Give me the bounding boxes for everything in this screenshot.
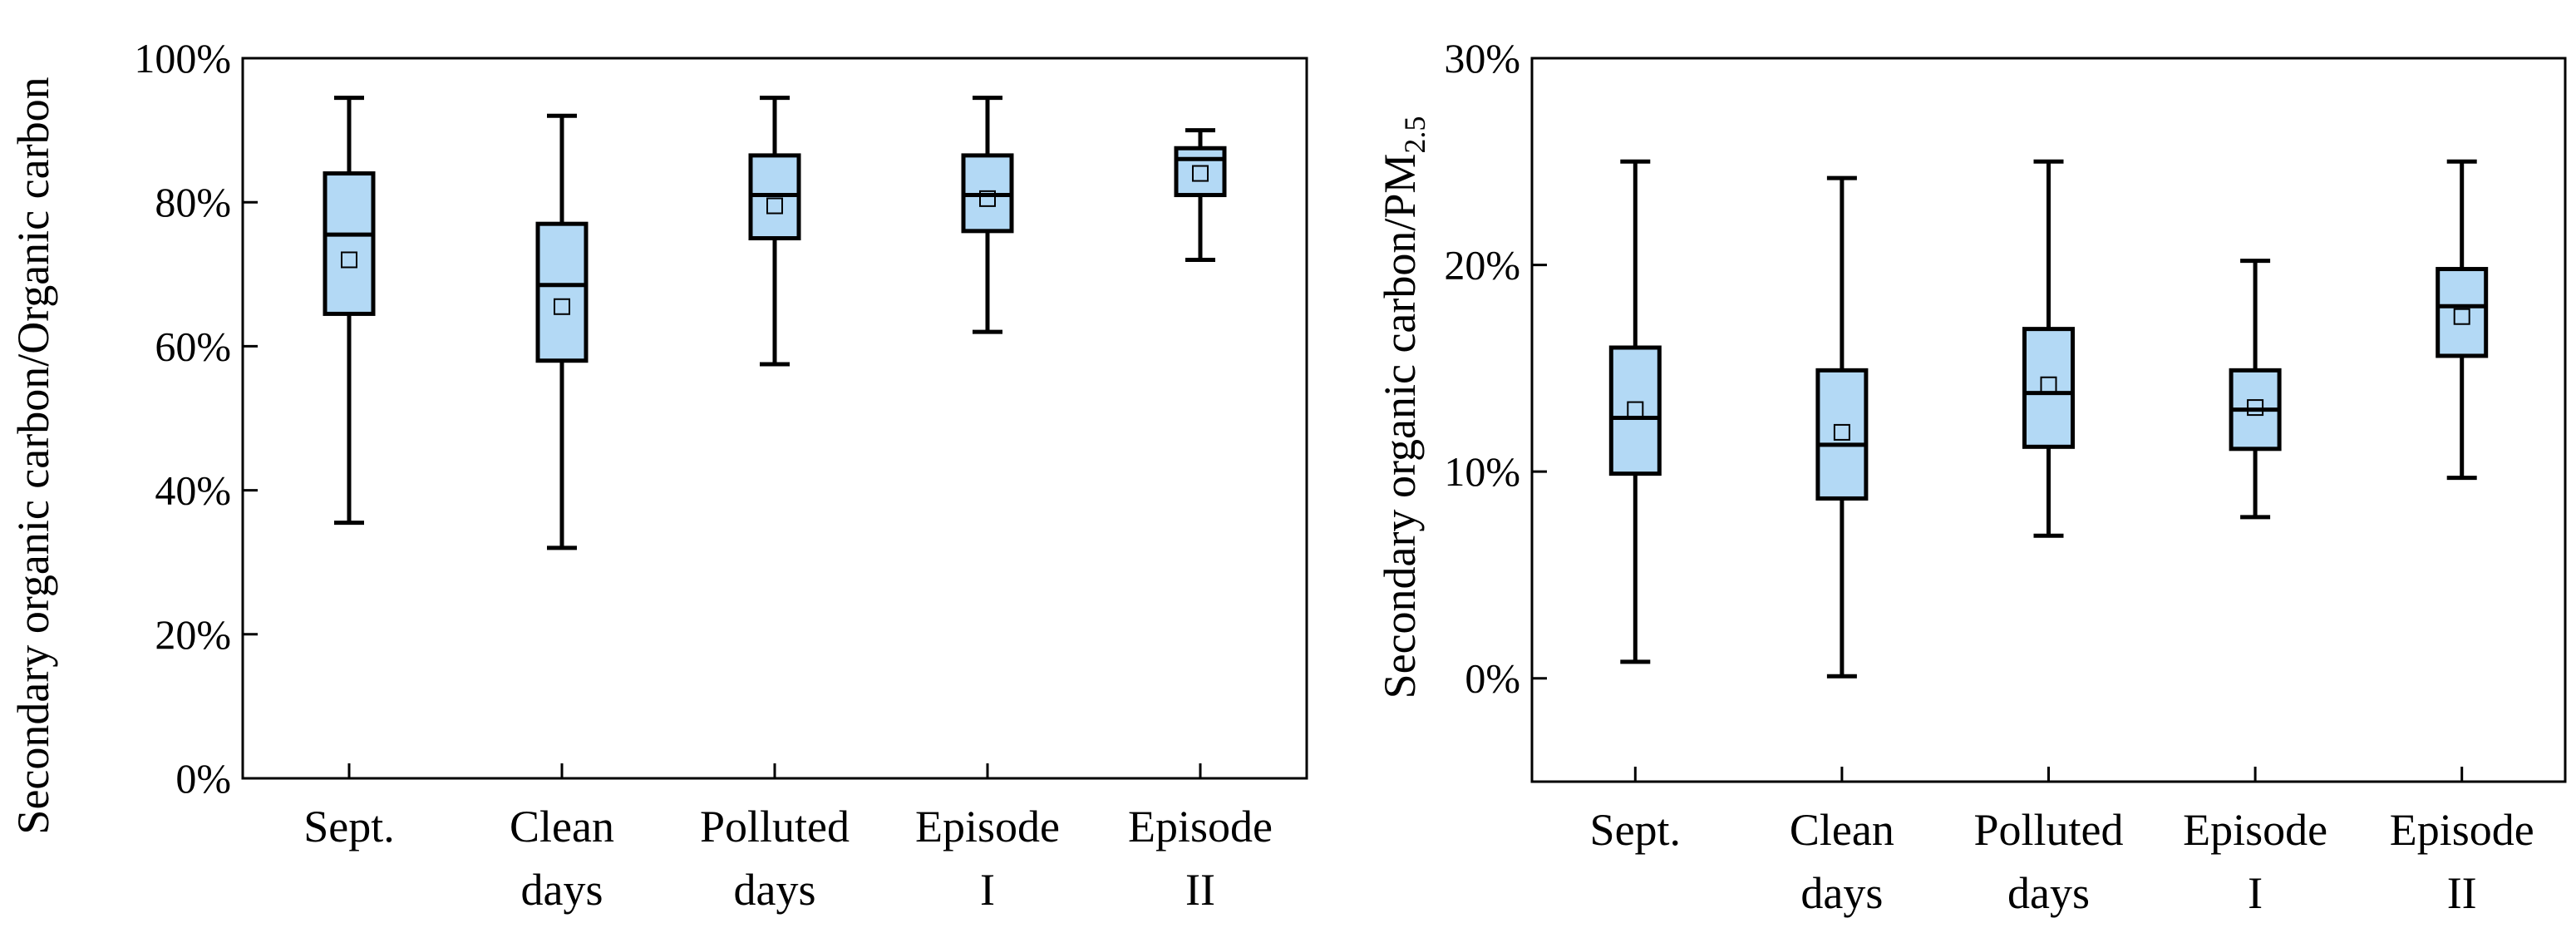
box-2 (1815, 175, 1869, 782)
box-3 (748, 96, 801, 778)
y-tick-label: 10% (1444, 448, 1520, 495)
category-label: Episode (915, 802, 1060, 851)
mean-marker (766, 197, 783, 215)
iqr-box (323, 171, 376, 316)
mean-marker (979, 190, 996, 207)
category-label-line2: II (1185, 865, 1215, 915)
category-label: Sept. (303, 802, 395, 851)
y-tick-label: 30% (1444, 35, 1520, 81)
box-1 (323, 96, 376, 778)
category-label: Sept. (1590, 805, 1682, 855)
category-label: Episode (1128, 802, 1273, 851)
y-tick-label: 20% (155, 611, 231, 658)
y-axis-title-text: Secondary organic carbon/PM (1375, 154, 1425, 699)
y-tick-label: 80% (155, 179, 231, 225)
y-tick-label: 0% (175, 755, 231, 802)
category-label: Polluted (1973, 805, 2123, 855)
y-tick-label: 60% (155, 323, 231, 369)
category-label-line2: I (980, 865, 995, 915)
mean-marker (341, 251, 357, 269)
box-3 (2022, 159, 2075, 782)
y-tick-label: 0% (1465, 655, 1520, 702)
category-label-line2: days (2007, 868, 2090, 918)
category-label-line2: II (2447, 868, 2477, 918)
mean-marker (2453, 308, 2470, 325)
mean-marker (2040, 376, 2057, 393)
y-axis-title: Secondary organic carbon/Organic carbon (8, 77, 58, 834)
box-1 (1608, 159, 1662, 782)
mean-marker (1627, 401, 1644, 418)
mean-marker (2247, 399, 2264, 417)
mean-marker (554, 298, 570, 315)
y-tick-label: 40% (155, 467, 231, 514)
box-4 (961, 96, 1014, 778)
mean-marker (1833, 423, 1850, 441)
iqr-box (2436, 267, 2489, 358)
category-label-line2: I (2248, 868, 2263, 918)
category-label-line2: days (734, 865, 816, 915)
category-label: Episode (2390, 805, 2534, 855)
category-label: Polluted (700, 802, 850, 851)
category-label: Clean (510, 802, 614, 851)
y-tick-label: 20% (1444, 242, 1520, 289)
chart-1: 0% 20% 40% 60% 80% 100% Sept. Clean days Polluted… (8, 35, 1308, 915)
iqr-box (1174, 146, 1227, 198)
box-5 (2436, 159, 2489, 782)
iqr-box (1608, 345, 1662, 476)
box-2 (535, 113, 589, 778)
box-5 (1174, 128, 1227, 778)
category-label: Clean (1790, 805, 1894, 855)
iqr-box (535, 221, 589, 363)
y-axis-title: Secondary organic carbon/PM2.5 (1375, 116, 1431, 699)
y-axis-title-subscript: 2.5 (1398, 116, 1431, 154)
y-tick-label: 100% (134, 35, 231, 81)
chart-2: 0% 10% 20% 30% Sept. Clean days Polluted days Epi… (1375, 35, 2567, 918)
mean-marker (1192, 165, 1209, 182)
category-label: Episode (2183, 805, 2327, 855)
category-label-line2: days (521, 865, 603, 915)
category-label-line2: days (1800, 868, 1883, 918)
iqr-box (1815, 368, 1869, 501)
y-axis-title-text: Secondary organic carbon/Organic carbon (8, 77, 58, 834)
iqr-box (2022, 327, 2075, 449)
box-4 (2229, 259, 2282, 782)
